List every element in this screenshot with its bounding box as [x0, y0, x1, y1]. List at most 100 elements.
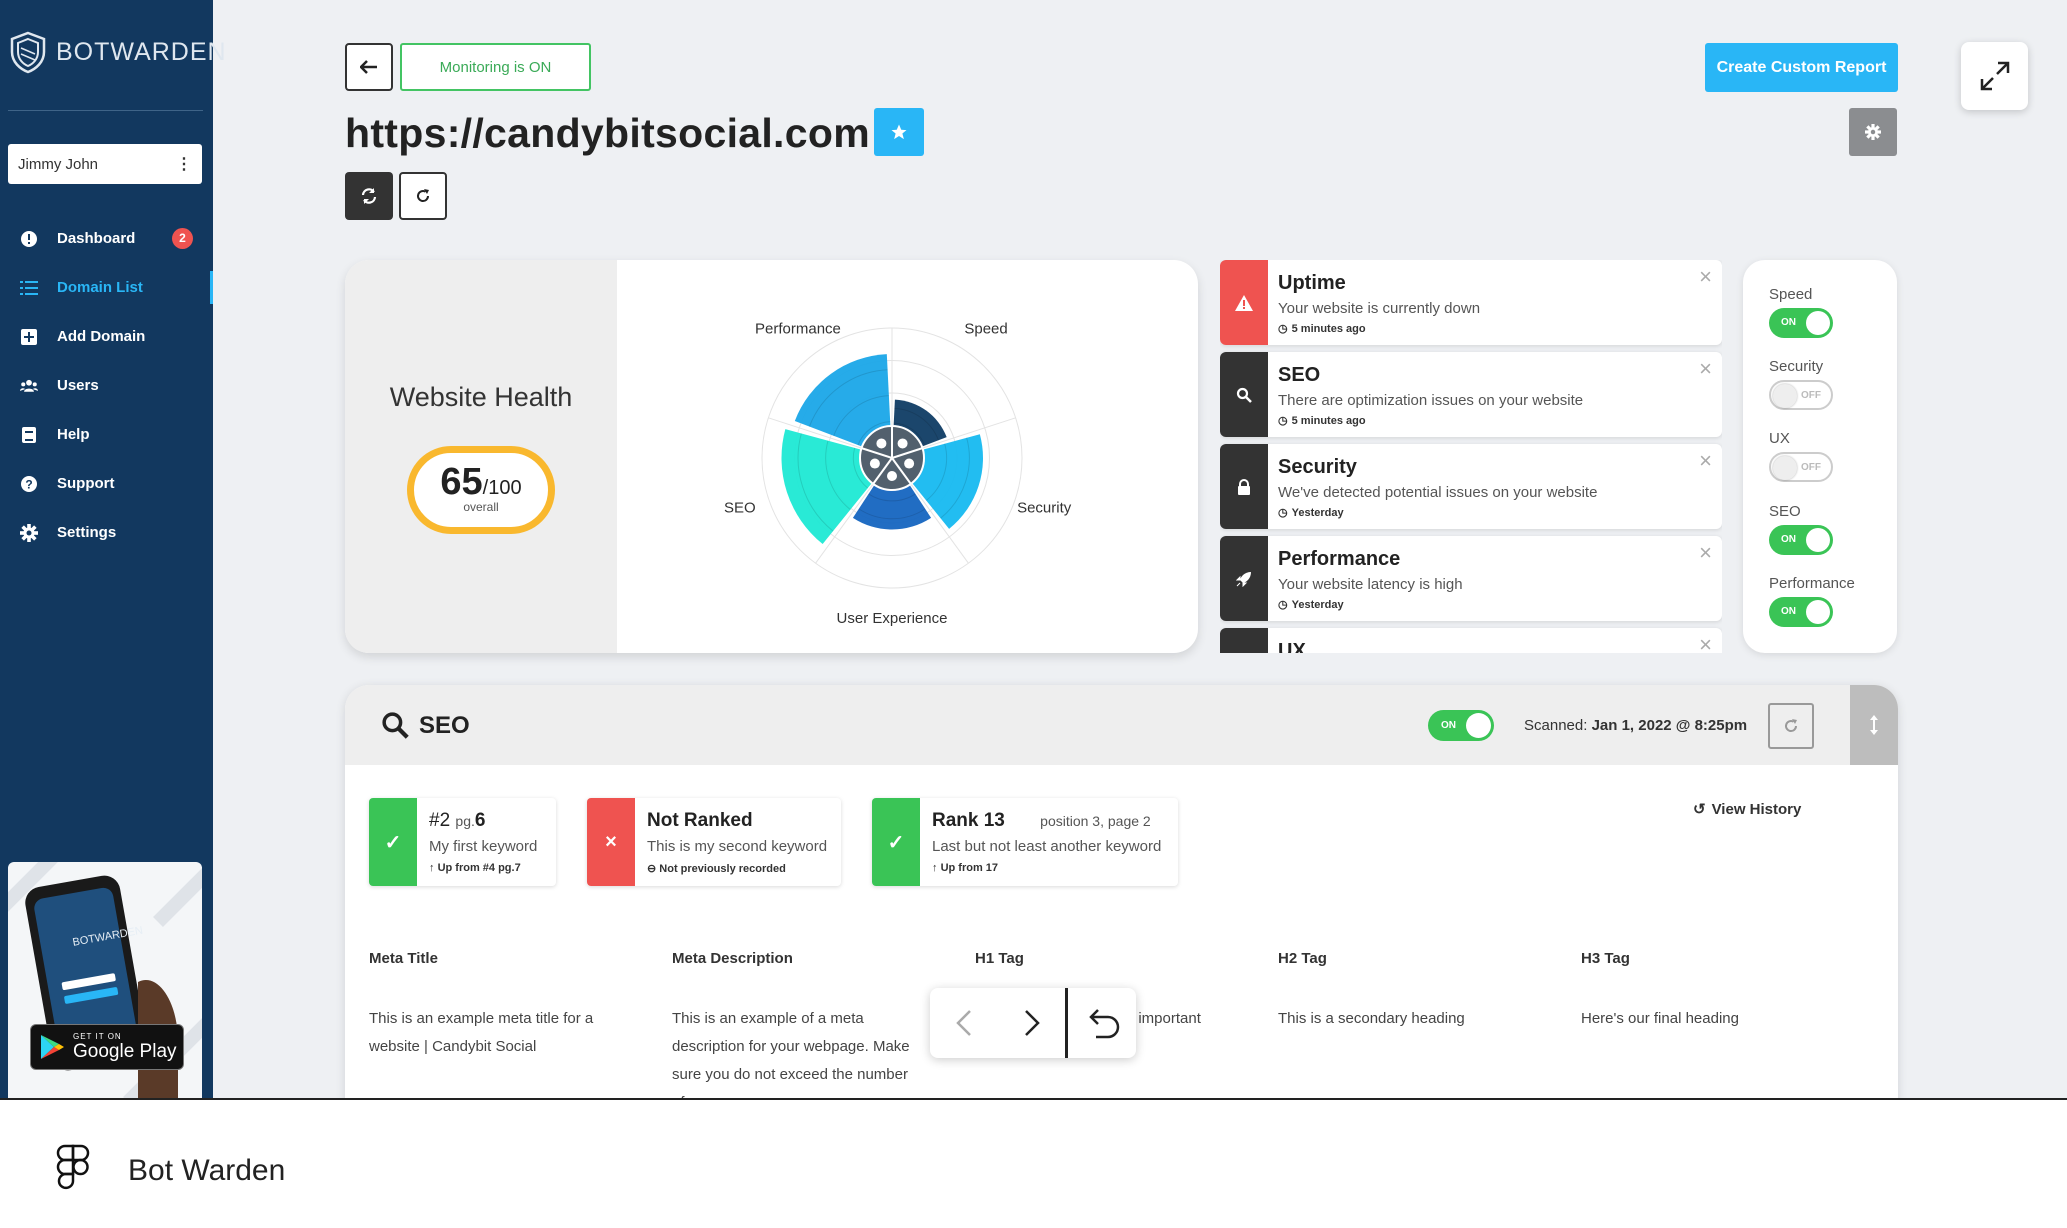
alert-circle-icon — [20, 230, 38, 248]
divider — [1065, 988, 1069, 1058]
alert-title: SEO — [1278, 364, 1321, 386]
sidebar-item-label: Users — [57, 377, 99, 394]
radar-label: Security — [1017, 499, 1072, 516]
alert-uptime[interactable]: Uptime Your website is currently down ◷ 5… — [1220, 260, 1722, 345]
arrow-up-icon: ↑ — [429, 862, 435, 874]
sidebar-item-support[interactable]: ? Support — [0, 459, 213, 508]
health-score-ring: 65/100 overall — [407, 446, 555, 534]
google-play-badge[interactable]: GET IT ON Google Play — [30, 1024, 184, 1070]
expand-button[interactable] — [1961, 42, 2028, 110]
mobile-app-promo[interactable]: BOTWARDEN GET IT ON Google Play — [8, 862, 202, 1098]
alert-title: UX — [1278, 640, 1306, 653]
list-icon — [20, 279, 38, 297]
keyword-card[interactable]: ✓ Rank 13 position 3, page 2 Last but no… — [872, 798, 1178, 886]
sidebar-item-domain-list[interactable]: Domain List — [0, 263, 213, 312]
alert-icon-strip — [1220, 536, 1268, 621]
radar-sector-user-experience[interactable] — [852, 458, 932, 530]
figma-icon — [56, 1144, 90, 1190]
kebab-menu-icon[interactable]: ⋮ — [176, 156, 192, 173]
radar-sector-ring — [940, 437, 970, 519]
brand-name: BOTWARDEN — [56, 37, 227, 66]
alert-time: ◷ Yesterday — [1278, 506, 1344, 520]
play-store-icon — [41, 1035, 64, 1059]
vertical-resize-icon — [1870, 715, 1878, 735]
sync-button[interactable] — [345, 172, 393, 220]
footer-title: Bot Warden — [128, 1154, 286, 1187]
ux-toggle[interactable]: OFF — [1769, 452, 1833, 482]
close-icon[interactable]: × — [1699, 264, 1712, 289]
keyword-card[interactable]: ✓ #2 pg.6 My first keyword ↑ Up from #4 … — [369, 798, 556, 886]
radar-hub-icon — [869, 458, 880, 469]
restart-button[interactable] — [1068, 988, 1136, 1058]
alert-description: Your website latency is high — [1278, 576, 1463, 593]
view-history-link[interactable]: ↺ View History — [1693, 800, 1802, 819]
create-custom-report-button[interactable]: Create Custom Report — [1705, 43, 1898, 92]
health-score-label: overall — [463, 500, 499, 514]
security-toggle[interactable]: OFF — [1769, 380, 1833, 410]
next-button[interactable] — [998, 988, 1066, 1058]
arrow-up-icon: ↑ — [932, 862, 938, 874]
close-icon[interactable]: × — [1699, 448, 1712, 473]
radar-sector-ring — [852, 447, 869, 489]
sidebar-nav: Dashboard 2 Domain List Add Domain Users… — [0, 214, 213, 557]
sidebar-item-label: Add Domain — [57, 328, 146, 345]
keyword-card[interactable]: × Not Ranked This is my second keyword ⊖… — [587, 798, 841, 886]
radar-sector-ring — [925, 443, 948, 501]
performance-toggle[interactable]: ON — [1769, 597, 1833, 627]
brand-logo[interactable]: BOTWARDEN — [6, 30, 227, 74]
radar-sector-ring — [868, 493, 916, 502]
arrow-left-icon — [360, 60, 377, 74]
sidebar-item-dashboard[interactable]: Dashboard 2 — [0, 214, 213, 263]
radar-sector-ring — [797, 433, 834, 532]
users-icon — [20, 377, 38, 395]
health-score-max: /100 — [482, 477, 522, 499]
alert-performance[interactable]: Performance Your website latency is high… — [1220, 536, 1722, 621]
store-name-text: Google Play — [73, 1040, 177, 1062]
main-content: Monitoring is ON https://candybitsocial.… — [213, 0, 2067, 1098]
alert-description: We've detected potential issues on your … — [1278, 484, 1598, 501]
seo-section-toggle[interactable]: ON — [1428, 710, 1494, 741]
drag-handle[interactable] — [1850, 685, 1898, 765]
plus-square-icon — [20, 328, 38, 346]
user-select[interactable]: Jimmy John ⋮ — [8, 144, 202, 184]
toggle-label-speed: Speed — [1769, 286, 1813, 303]
refresh-icon — [417, 189, 430, 202]
close-icon[interactable]: × — [1699, 632, 1712, 653]
alert-time: ◷ Yesterday — [1278, 598, 1344, 612]
health-score-panel: Website Health 65/100 overall — [345, 260, 617, 653]
alert-time: ◷ 5 minutes ago — [1278, 322, 1366, 336]
radar-label: User Experience — [837, 610, 948, 627]
refresh-button[interactable] — [399, 172, 447, 220]
speed-toggle[interactable]: ON — [1769, 308, 1833, 338]
radar-sector-ring — [858, 508, 926, 520]
search-icon — [1236, 387, 1252, 403]
alert-security[interactable]: Security We've detected potential issues… — [1220, 444, 1722, 529]
previous-button[interactable] — [930, 988, 998, 1058]
sidebar-item-help[interactable]: Help — [0, 410, 213, 459]
sidebar-item-settings[interactable]: Settings — [0, 508, 213, 557]
keyword-rank: Rank 13 position 3, page 2 — [932, 810, 1151, 831]
alert-seo[interactable]: SEO There are optimization issues on you… — [1220, 352, 1722, 437]
favorite-button[interactable] — [874, 108, 924, 156]
seo-toggle[interactable]: ON — [1769, 525, 1833, 555]
radar-sector-performance[interactable] — [794, 354, 892, 458]
radar-hub-divider — [891, 447, 923, 459]
sidebar-item-users[interactable]: Users — [0, 361, 213, 410]
sidebar-item-add-domain[interactable]: Add Domain — [0, 312, 213, 361]
close-icon[interactable]: × — [1699, 540, 1712, 565]
keyword-rank: #2 pg.6 — [429, 810, 486, 831]
monitoring-status[interactable]: Monitoring is ON — [400, 43, 591, 91]
sync-icon — [361, 188, 377, 204]
sidebar-item-label: Settings — [57, 524, 117, 541]
clock-icon: ◷ — [1278, 415, 1288, 427]
radar-hub-icon — [904, 458, 915, 469]
seo-section-header: SEO ON Scanned: Jan 1, 2022 @ 8:25pm — [345, 685, 1898, 765]
radar-sector-ring — [857, 421, 891, 446]
settings-button[interactable] — [1849, 108, 1897, 156]
toggle-label-seo: SEO — [1769, 503, 1801, 520]
notification-badge: 2 — [172, 228, 193, 249]
seo-refresh-button[interactable] — [1768, 703, 1814, 749]
back-button[interactable] — [345, 43, 393, 91]
alert-ux[interactable]: UX × — [1220, 628, 1722, 653]
close-icon[interactable]: × — [1699, 356, 1712, 381]
